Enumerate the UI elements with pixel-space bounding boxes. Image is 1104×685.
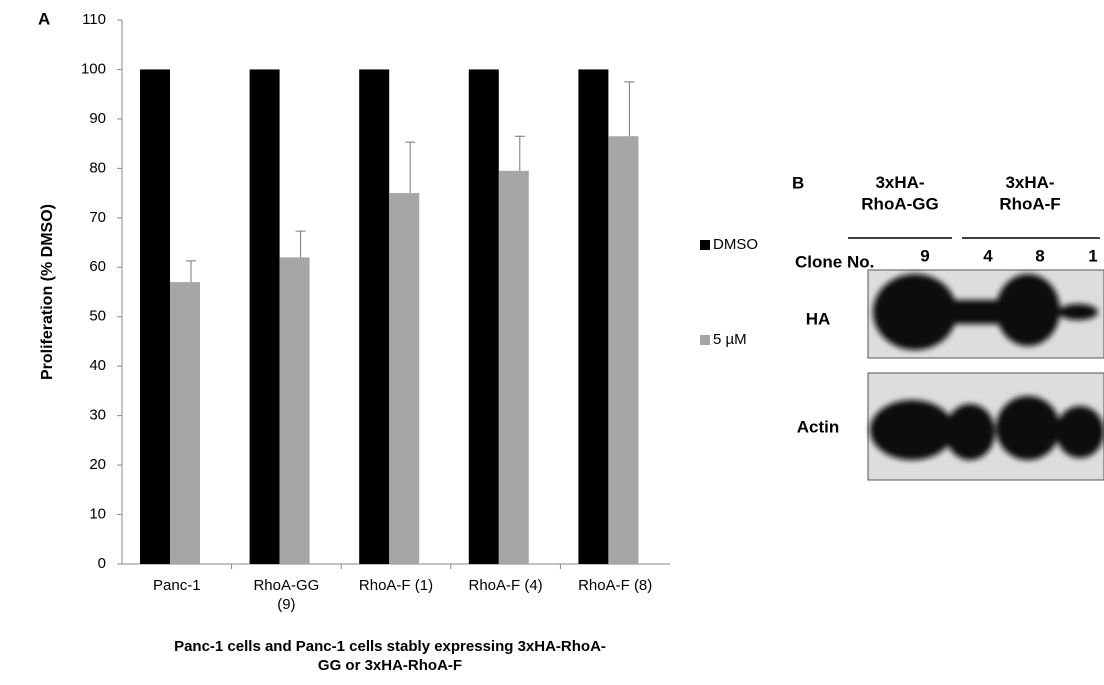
bar — [359, 69, 389, 564]
bar — [608, 136, 638, 564]
lane-label: 8 — [1035, 246, 1044, 265]
row-label: HA — [806, 309, 831, 328]
legend-swatch — [700, 240, 710, 250]
y-tick-label: 90 — [89, 110, 106, 127]
lane-label: 4 — [983, 246, 993, 265]
x-tick-label: RhoA-F (1) — [359, 577, 433, 594]
figure: A Proliferation (% DMSO) Panc-1 cells an… — [0, 0, 1104, 680]
panel-label: B — [792, 173, 804, 192]
error-bar — [405, 142, 415, 193]
y-tick-label: 50 — [89, 308, 106, 325]
bar — [578, 69, 608, 564]
x-tick-label: Panc-1 — [153, 577, 201, 594]
bar — [170, 282, 200, 564]
legend-swatch — [700, 335, 710, 345]
bar — [499, 171, 529, 564]
bar — [469, 69, 499, 564]
panel-label: A — [38, 9, 50, 28]
y-tick-label: 20 — [89, 456, 106, 473]
error-bar — [186, 261, 196, 282]
y-tick-label: 100 — [81, 60, 106, 77]
error-bar — [624, 82, 634, 136]
y-tick-label: 30 — [89, 407, 106, 424]
y-tick-label: 0 — [98, 555, 106, 572]
group-label: 3xHA-RhoA-GG — [861, 173, 938, 213]
bar — [389, 193, 419, 564]
legend-label: DMSO — [713, 236, 758, 253]
lane-label: 9 — [920, 246, 929, 265]
x-tick-label: RhoA-F (8) — [578, 577, 652, 594]
group-label: 3xHA-RhoA-F — [999, 173, 1060, 213]
bar — [250, 69, 280, 564]
y-axis-title: Proliferation (% DMSO) — [39, 204, 56, 380]
y-tick-label: 10 — [89, 506, 106, 523]
bar — [140, 69, 170, 564]
x-axis-title: Panc-1 cells and Panc-1 cells stably exp… — [174, 638, 606, 674]
x-tick-label: RhoA-GG(9) — [253, 577, 319, 613]
y-tick-label: 110 — [82, 11, 106, 28]
y-tick-label: 70 — [89, 209, 106, 226]
clone-label: Clone No. — [795, 252, 874, 271]
y-tick-label: 40 — [89, 357, 106, 374]
error-bar — [296, 231, 306, 257]
lane-label: 1 — [1088, 246, 1097, 265]
y-tick-label: 80 — [89, 159, 106, 176]
row-label: Actin — [797, 417, 840, 436]
blot-ha — [868, 270, 1104, 358]
blot-actin — [868, 373, 1104, 480]
x-tick-label: RhoA-F (4) — [469, 577, 543, 594]
y-tick-label: 60 — [89, 258, 106, 275]
bar — [280, 257, 310, 564]
error-bar — [515, 136, 525, 171]
legend-label: 5 µM — [713, 331, 747, 348]
